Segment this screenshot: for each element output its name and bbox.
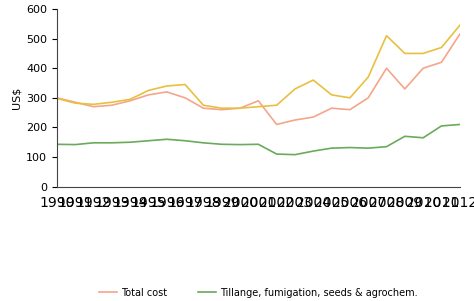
Tillange, fumigation, seeds & agrochem. bbox=[54, 142, 60, 146]
Tillange, fumigation, seeds & agrochem. bbox=[310, 149, 316, 153]
Total cost bbox=[73, 101, 78, 104]
Soybean price bbox=[329, 93, 335, 97]
Total cost bbox=[383, 67, 389, 70]
Total cost bbox=[420, 67, 426, 70]
Soybean price bbox=[54, 97, 60, 100]
Total cost bbox=[457, 33, 463, 36]
Tillange, fumigation, seeds & agrochem. bbox=[438, 124, 444, 128]
Soybean price bbox=[438, 46, 444, 49]
Tillange, fumigation, seeds & agrochem. bbox=[219, 142, 225, 146]
Soybean price bbox=[164, 84, 170, 88]
Tillange, fumigation, seeds & agrochem. bbox=[237, 143, 243, 146]
Tillange, fumigation, seeds & agrochem. bbox=[347, 146, 353, 149]
Tillange, fumigation, seeds & agrochem. bbox=[201, 141, 206, 144]
Soybean price bbox=[201, 104, 206, 107]
Tillange, fumigation, seeds & agrochem. bbox=[274, 152, 280, 156]
Tillange, fumigation, seeds & agrochem. bbox=[91, 141, 96, 144]
Tillange, fumigation, seeds & agrochem. bbox=[164, 138, 170, 141]
Soybean price bbox=[347, 96, 353, 100]
Soybean price bbox=[420, 52, 426, 55]
Total cost bbox=[54, 96, 60, 100]
Soybean price bbox=[274, 104, 280, 107]
Tillange, fumigation, seeds & agrochem. bbox=[73, 143, 78, 146]
Line: Tillange, fumigation, seeds & agrochem.: Tillange, fumigation, seeds & agrochem. bbox=[57, 125, 460, 155]
Total cost bbox=[182, 96, 188, 100]
Soybean price bbox=[73, 101, 78, 105]
Soybean price bbox=[292, 87, 298, 91]
Line: Soybean price: Soybean price bbox=[57, 25, 460, 108]
Tillange, fumigation, seeds & agrochem. bbox=[383, 145, 389, 148]
Soybean price bbox=[219, 106, 225, 110]
Soybean price bbox=[402, 52, 408, 55]
Total cost bbox=[329, 106, 335, 110]
Soybean price bbox=[255, 105, 261, 108]
Soybean price bbox=[383, 34, 389, 37]
Soybean price bbox=[109, 101, 115, 104]
Y-axis label: US$: US$ bbox=[12, 87, 22, 109]
Tillange, fumigation, seeds & agrochem. bbox=[402, 135, 408, 138]
Tillange, fumigation, seeds & agrochem. bbox=[146, 139, 151, 143]
Soybean price bbox=[91, 103, 96, 106]
Total cost bbox=[347, 108, 353, 111]
Total cost bbox=[438, 61, 444, 64]
Total cost bbox=[237, 106, 243, 110]
Soybean price bbox=[310, 78, 316, 82]
Soybean price bbox=[128, 98, 133, 101]
Soybean price bbox=[182, 83, 188, 86]
Tillange, fumigation, seeds & agrochem. bbox=[365, 146, 371, 150]
Tillange, fumigation, seeds & agrochem. bbox=[255, 142, 261, 146]
Line: Total cost: Total cost bbox=[57, 34, 460, 125]
Tillange, fumigation, seeds & agrochem. bbox=[128, 140, 133, 144]
Total cost bbox=[402, 87, 408, 91]
Total cost bbox=[365, 96, 371, 100]
Tillange, fumigation, seeds & agrochem. bbox=[329, 146, 335, 150]
Total cost bbox=[201, 106, 206, 110]
Total cost bbox=[255, 99, 261, 103]
Total cost bbox=[164, 90, 170, 94]
Soybean price bbox=[457, 23, 463, 27]
Total cost bbox=[109, 104, 115, 107]
Total cost bbox=[219, 108, 225, 111]
Total cost bbox=[274, 123, 280, 126]
Legend: Total cost, Soybean price, Tillange, fumigation, seeds & agrochem.: Total cost, Soybean price, Tillange, fum… bbox=[95, 284, 421, 301]
Total cost bbox=[146, 93, 151, 97]
Total cost bbox=[91, 105, 96, 108]
Soybean price bbox=[365, 75, 371, 79]
Total cost bbox=[292, 118, 298, 122]
Tillange, fumigation, seeds & agrochem. bbox=[182, 139, 188, 143]
Soybean price bbox=[146, 88, 151, 92]
Tillange, fumigation, seeds & agrochem. bbox=[292, 153, 298, 157]
Total cost bbox=[310, 115, 316, 119]
Total cost bbox=[128, 99, 133, 103]
Tillange, fumigation, seeds & agrochem. bbox=[109, 141, 115, 144]
Soybean price bbox=[237, 106, 243, 110]
Tillange, fumigation, seeds & agrochem. bbox=[420, 136, 426, 140]
Tillange, fumigation, seeds & agrochem. bbox=[457, 123, 463, 126]
